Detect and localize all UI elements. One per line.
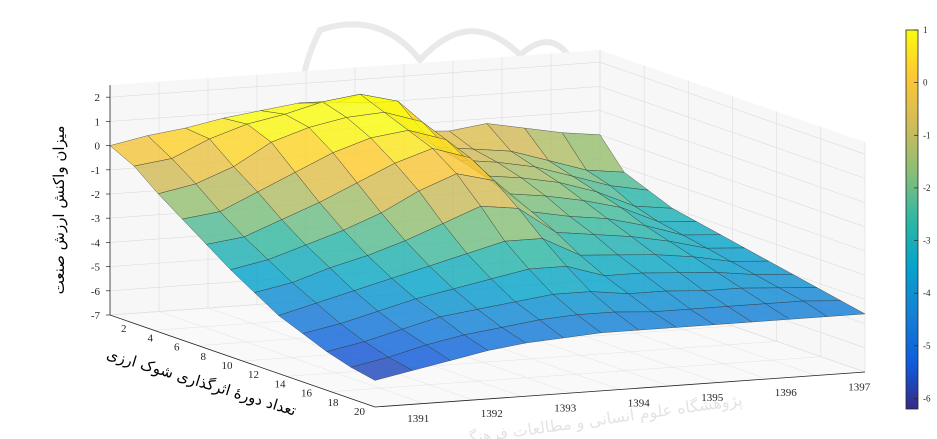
colorbar-tick-label: -6 — [923, 393, 931, 403]
colorbar-tick-label: -3 — [923, 236, 931, 246]
y-tick-label: 4 — [148, 332, 154, 344]
x-tick-labels: 1391 1392 1393 1394 1395 1396 1397 — [407, 382, 871, 426]
x-tick-label: 1396 — [775, 387, 798, 399]
x-tick-label: 1397 — [848, 382, 871, 394]
colorbar-tick-label: 0 — [923, 78, 928, 88]
z-tick-label: -7 — [91, 310, 101, 322]
z-tick-label: -4 — [91, 237, 101, 249]
y-tick-label: 18 — [328, 397, 340, 409]
z-tick-label: 2 — [95, 92, 101, 104]
surface-mesh — [109, 93, 866, 381]
x-tick-label: 1391 — [407, 413, 429, 425]
surface-patch — [802, 300, 866, 317]
colorbar-tick-label: -5 — [923, 341, 931, 351]
y-tick-label: 12 — [248, 369, 259, 381]
colorbar-tick-label: -2 — [923, 183, 931, 193]
y-tick-label: 10 — [222, 360, 234, 372]
x-tick-label: 1394 — [628, 397, 651, 409]
z-tick-label: 0 — [95, 141, 101, 153]
y-tick-labels: 2 4 6 8 10 12 14 16 18 20 — [121, 323, 366, 418]
axis-line — [109, 314, 376, 408]
z-tick-label: 1 — [95, 116, 101, 128]
y-tick-label: 16 — [301, 388, 313, 400]
z-axis-label: میزان واکنش ارزش صنعت — [50, 126, 68, 295]
colorbar-tick-labels: 1 0 -1 -2 -3 -4 -5 -6 — [914, 25, 931, 403]
axis-line — [374, 371, 866, 408]
colorbar: 1 0 -1 -2 -3 -4 -5 -6 — [905, 25, 931, 410]
z-tick-label: -6 — [91, 286, 101, 298]
grid-line — [330, 356, 821, 392]
z-tick-label: -1 — [91, 165, 100, 177]
y-tick-label: 20 — [354, 406, 366, 418]
y-tick-label: 2 — [121, 323, 127, 335]
x-tick-label: 1392 — [481, 408, 503, 420]
y-tick-label: 14 — [275, 378, 287, 390]
colorbar-tick-label: -4 — [923, 288, 931, 298]
y-tick-label: 6 — [174, 342, 180, 354]
x-tick-label: 1393 — [554, 403, 577, 415]
x-tick-label: 1395 — [701, 392, 724, 404]
colorbar-tick-label: -1 — [923, 130, 931, 140]
z-tick-label: -3 — [91, 213, 101, 225]
z-tick-labels: 2 1 0 -1 -2 -3 -4 -5 -6 -7 — [91, 92, 110, 322]
colorbar-gradient — [905, 29, 919, 410]
colorbar-tick-label: 1 — [923, 25, 928, 35]
y-tick-label: 8 — [201, 351, 207, 363]
z-tick-label: -2 — [91, 189, 100, 201]
z-tick-label: -5 — [91, 262, 101, 274]
